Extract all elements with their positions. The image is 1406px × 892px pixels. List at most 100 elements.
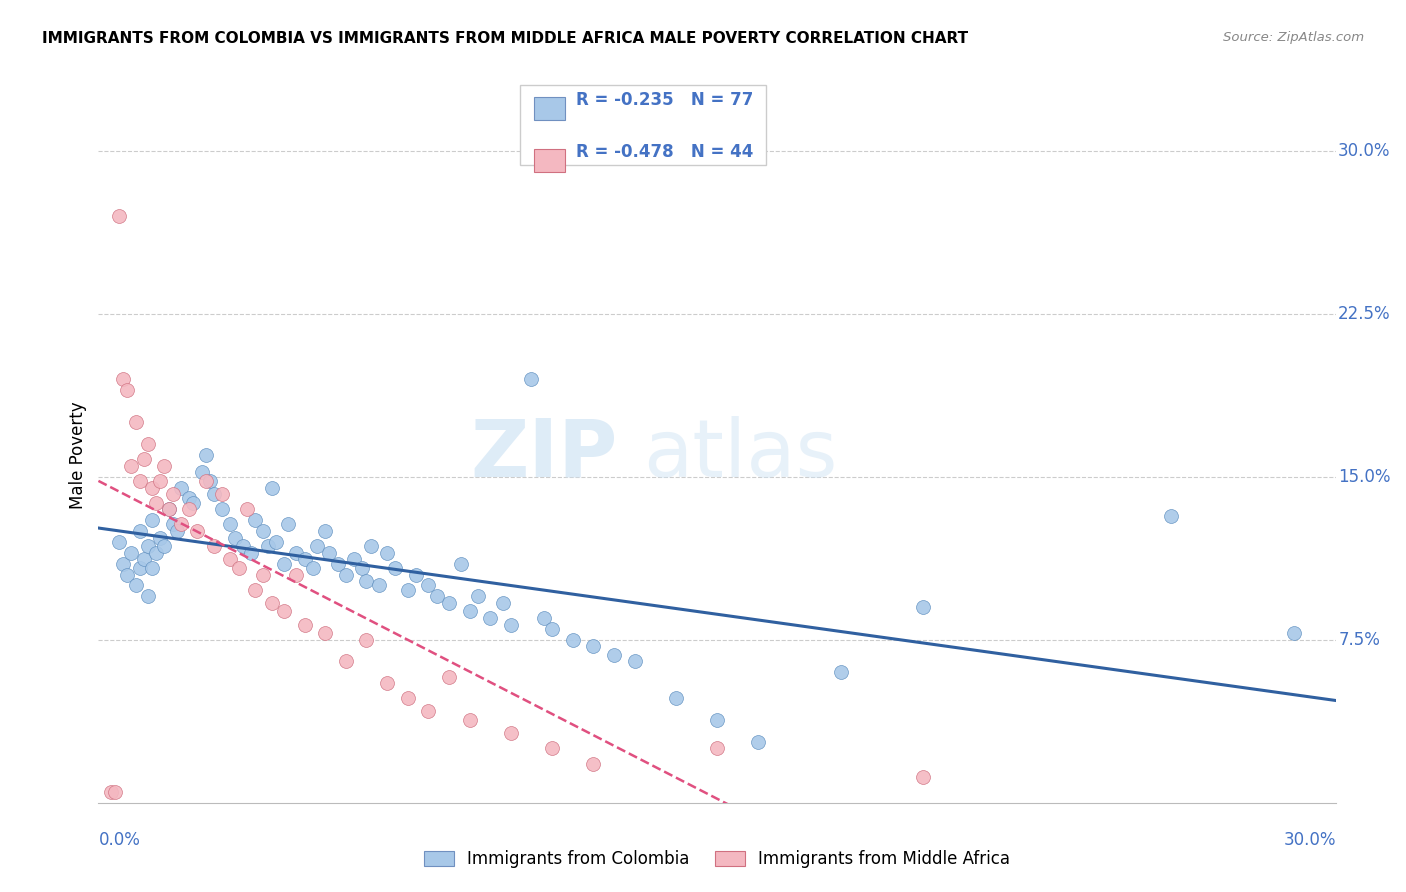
Point [623,655,645,669]
Point [153,458,176,473]
Point [356,632,378,647]
Point [236,502,259,516]
Point [190,466,212,480]
Point [219,517,242,532]
Point [375,676,398,690]
Point [360,539,382,553]
Point [294,617,316,632]
Point [747,735,769,749]
Point [352,561,374,575]
Point [437,596,460,610]
Point [418,578,440,592]
Text: 0.0%: 0.0% [98,830,141,848]
Point [132,552,155,566]
Point [153,539,176,553]
Point [170,517,193,532]
Point [458,605,481,619]
Text: 15.0%: 15.0% [1339,467,1391,485]
Point [162,517,184,532]
Point [582,639,605,653]
Point [149,474,172,488]
Point [318,546,340,560]
Point [141,481,163,495]
Point [112,557,135,571]
Legend: Immigrants from Colombia, Immigrants from Middle Africa: Immigrants from Colombia, Immigrants fro… [418,843,1017,874]
Point [124,578,146,592]
Point [252,567,274,582]
Text: 30.0%: 30.0% [1284,830,1336,848]
Point [273,605,295,619]
Point [561,632,583,647]
Point [458,713,481,727]
Point [124,415,146,429]
Point [166,524,188,538]
Point [384,561,406,575]
Point [541,622,564,636]
Point [260,481,283,495]
Point [437,670,460,684]
Point [305,539,328,553]
Point [706,713,728,727]
Point [224,531,246,545]
Point [335,655,357,669]
Point [219,552,242,566]
Point [141,561,163,575]
Point [202,539,225,553]
Point [396,691,419,706]
Point [1284,626,1306,640]
Point [375,546,398,560]
Point [179,491,201,506]
Point [356,574,378,588]
Y-axis label: Male Poverty: Male Poverty [69,401,87,508]
Point [256,539,278,553]
Point [240,546,263,560]
Point [194,474,217,488]
Point [582,756,605,771]
Point [132,452,155,467]
Point [112,372,135,386]
Point [396,582,419,597]
Point [418,705,440,719]
Point [491,596,513,610]
Point [285,567,308,582]
Point [128,561,150,575]
Point [252,524,274,538]
Point [479,611,502,625]
Point [541,741,564,756]
Point [157,502,180,516]
Point [194,448,217,462]
Point [202,487,225,501]
Point [186,524,208,538]
Text: 22.5%: 22.5% [1339,304,1391,323]
Point [128,474,150,488]
Point [141,513,163,527]
Point [273,557,295,571]
Point [285,546,308,560]
Point [198,474,221,488]
Point [228,561,250,575]
Point [120,458,142,473]
Point [277,517,299,532]
Point [136,539,159,553]
Point [367,578,389,592]
Point [302,561,325,575]
Point [426,589,449,603]
Point [108,209,131,223]
Point [499,617,522,632]
Text: IMMIGRANTS FROM COLOMBIA VS IMMIGRANTS FROM MIDDLE AFRICA MALE POVERTY CORRELATI: IMMIGRANTS FROM COLOMBIA VS IMMIGRANTS F… [42,31,969,46]
Point [179,502,201,516]
Point [450,557,472,571]
Point [912,600,935,615]
Text: R = -0.235   N = 77: R = -0.235 N = 77 [576,91,754,109]
Point [170,481,193,495]
Point [467,589,489,603]
Point [117,567,139,582]
Point [706,741,728,756]
Point [264,535,287,549]
Point [145,546,167,560]
Point [181,496,204,510]
Point [104,785,127,799]
Point [243,582,266,597]
Point [912,770,935,784]
Point [499,726,522,740]
